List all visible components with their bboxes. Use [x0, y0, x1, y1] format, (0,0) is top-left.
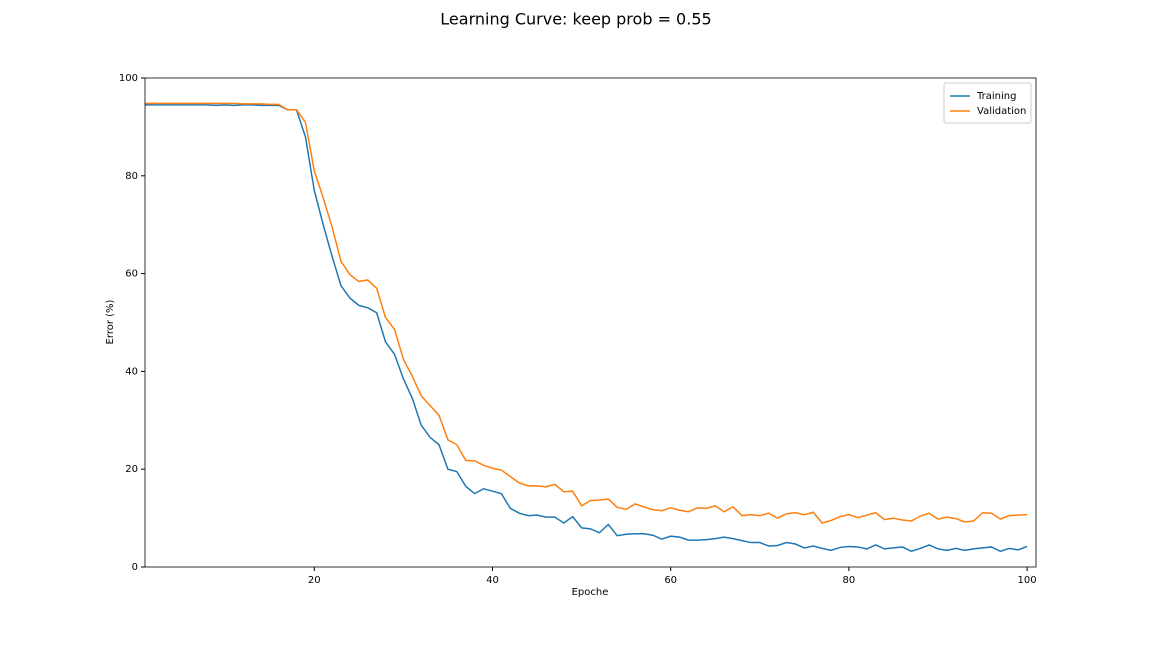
y-tick-label: 80 [125, 171, 138, 182]
x-axis-label: Epoche [572, 587, 609, 598]
line-series [145, 102, 1028, 524]
y-tick-label: 0 [132, 562, 138, 573]
x-tick-label: 60 [664, 575, 677, 586]
x-tick-label: 20 [308, 575, 321, 586]
y-axis-label: Error (%) [105, 299, 116, 344]
plot-frame [144, 77, 1037, 568]
x-tick-label: 100 [1018, 575, 1037, 586]
legend-label: Training [976, 91, 1016, 102]
line-series [145, 104, 1028, 553]
y-tick-label: 20 [125, 464, 138, 475]
y-tick-label: 40 [125, 366, 138, 377]
chart-title: Learning Curve: keep prob = 0.55 [440, 10, 711, 29]
y-tick-label: 100 [119, 73, 138, 84]
legend-box [943, 82, 1032, 124]
legend-label: Validation [977, 106, 1026, 117]
y-tick-label: 60 [125, 269, 138, 280]
x-tick-label: 40 [486, 575, 499, 586]
x-tick-label: 80 [843, 575, 856, 586]
